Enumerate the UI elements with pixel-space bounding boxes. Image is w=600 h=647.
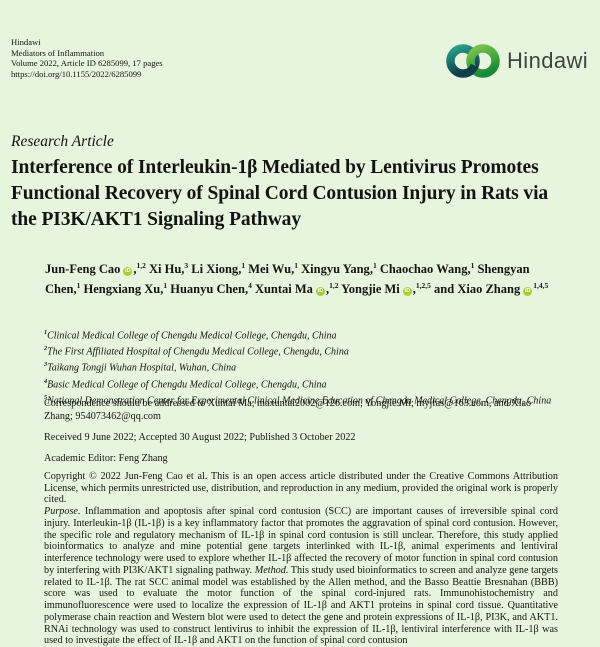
author: Xi Hu,3	[148, 261, 189, 277]
affiliation-number: 4	[44, 377, 48, 385]
orcid-icon[interactable]: iD	[523, 286, 533, 296]
affiliation-item: 2The First Affiliated Hospital of Chengd…	[44, 345, 349, 358]
author-list: Jun-Feng Cao iD ,1,2 Xi Hu,3 Li Xiong,1 Me…	[45, 258, 561, 298]
journal-name: Mediators of Inflammation	[11, 47, 105, 58]
author: and Xiao Zhang iD1,4,5	[434, 280, 549, 296]
author-affiliation-superscript: 1,4,5	[533, 280, 549, 290]
author: Shengyan Chen,1	[45, 262, 530, 296]
affiliation-number: 5	[44, 393, 48, 401]
article-title: Interference of Interleukin-1β Mediated …	[11, 157, 549, 230]
hindawi-wordmark: Hindawi	[507, 48, 589, 73]
correspondence-text: Correspondence should be addressed to Xu…	[44, 398, 532, 422]
affiliation-item: 1Clinical Medical College of Chengdu Med…	[44, 329, 337, 342]
affiliation-item: 5National Demonstration Center for Exper…	[44, 393, 552, 407]
publisher-name: Hindawi	[11, 37, 41, 47]
email-link[interactable]: myjfas@163.com	[416, 398, 489, 409]
author-affiliation-superscript: 1,2,5	[415, 280, 431, 290]
affiliation-item: 3Taikang Tongji Wuhan Hospital, Wuhan, C…	[44, 361, 237, 374]
affiliation-number: 2	[44, 345, 48, 353]
orcid-icon[interactable]: iD	[402, 286, 412, 296]
author-affiliation-superscript: 1	[163, 280, 168, 290]
abstract-section-label: Method.	[254, 564, 289, 576]
author-affiliation-superscript: 1	[294, 261, 299, 270]
orcid-icon[interactable]: iD	[123, 267, 133, 277]
affiliation-number: 3	[44, 361, 48, 369]
author: Hengxiang Xu,1	[83, 280, 168, 296]
author: Li Xiong,1	[191, 261, 246, 277]
article-type-label: Research Article	[11, 133, 114, 150]
author: Mei Wu,1	[248, 261, 299, 277]
author: Xuntai Ma iD ,1,2	[254, 280, 339, 296]
author-affiliation-superscript: 1,2	[329, 280, 339, 290]
author-affiliation-superscript: 1,2	[136, 261, 146, 270]
author: Jun-Feng Cao iD ,1,2	[45, 261, 146, 277]
academic-editor: Academic Editor: Feng Zhang	[44, 453, 168, 464]
copyright-notice: Copyright © 2022 Jun-Feng Cao et al. Thi…	[44, 471, 558, 506]
received-accepted-published: Received 9 June 2022; Accepted 30 August…	[44, 432, 356, 443]
affiliation-number: 1	[44, 329, 48, 336]
masthead: Hindawi Mediators of Inflammation Volume…	[11, 37, 163, 79]
author: Chaochao Wang,1	[379, 261, 475, 277]
author: Huanyu Chen,4	[170, 280, 252, 296]
author-affiliation-superscript: 1	[470, 261, 475, 270]
abstract-section-label: Purpose.	[44, 506, 81, 517]
abstract-text: Purpose. Inflammation and apoptosis afte…	[44, 506, 559, 647]
author-affiliation-superscript: 3	[184, 261, 189, 270]
orcid-icon[interactable]: iD	[315, 286, 325, 296]
author: Yongjie Mi iD ,1,2,5	[341, 280, 431, 296]
publisher-logo: Hindawi	[446, 41, 588, 81]
author-affiliation-superscript: 1	[76, 280, 81, 290]
affiliation-item: 4Basic Medical College of Chengdu Medica…	[44, 377, 327, 391]
author-affiliation-superscript: 1	[372, 261, 377, 270]
affiliation-list: 1Clinical Medical College of Chengdu Med…	[44, 327, 551, 408]
email-link[interactable]: maxuntai2002@126.com	[257, 398, 361, 409]
volume-article-id: Volume 2022, Article ID 6285099, 17 page…	[11, 58, 163, 69]
author: Xingyu Yang,1	[301, 261, 377, 277]
hindawi-rings-icon	[446, 44, 500, 78]
author-affiliation-superscript: 4	[248, 280, 252, 290]
doi-link[interactable]: https://doi.org/10.1155/2022/6285099	[11, 68, 142, 79]
author-affiliation-superscript: 1	[241, 261, 246, 270]
email-link[interactable]: 954073462@qq.com	[75, 410, 161, 422]
